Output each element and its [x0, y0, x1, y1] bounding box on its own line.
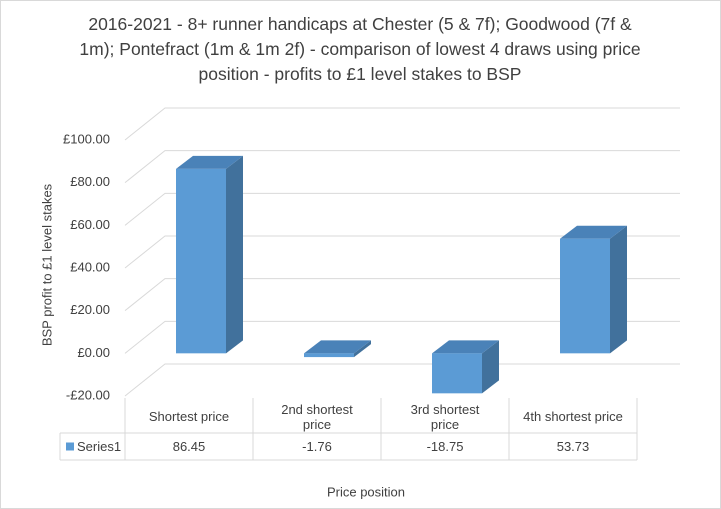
- bar-front: [304, 353, 354, 358]
- bar: [560, 225, 627, 354]
- y-tick-label: £60.00: [70, 217, 110, 232]
- bar-top: [432, 340, 499, 354]
- table-category: Shortest price: [148, 409, 230, 424]
- table-value: 86.45: [172, 439, 206, 454]
- bar-front: [176, 168, 226, 354]
- table-value: -1.76: [302, 439, 332, 454]
- y-tick-label: £80.00: [70, 174, 110, 189]
- bar-front: [560, 238, 610, 354]
- y-tick-label: £100.00: [63, 131, 110, 146]
- bar-side: [482, 340, 499, 394]
- bar: [432, 340, 499, 394]
- y-tick-label: £20.00: [70, 302, 110, 317]
- bar-side: [226, 155, 243, 354]
- bar-side: [354, 340, 371, 358]
- grid-line: [124, 235, 680, 269]
- grid-line: [124, 320, 680, 354]
- bar-top: [560, 225, 627, 239]
- x-axis-title: Price position: [327, 484, 405, 499]
- y-tick-label: £40.00: [70, 259, 110, 274]
- grid-line: [124, 363, 680, 397]
- grid-line: [124, 150, 680, 184]
- bar-top: [304, 340, 371, 354]
- bar: [304, 340, 371, 358]
- bar-top: [176, 155, 243, 169]
- bar: [176, 155, 243, 354]
- grid-line: [124, 278, 680, 312]
- grid-line: [124, 192, 680, 226]
- y-tick-label: £0.00: [77, 345, 110, 360]
- table-value: -18.75: [426, 439, 464, 454]
- legend-swatch: [66, 442, 74, 451]
- legend-label: Series1: [77, 439, 121, 454]
- table-category: 2nd shortest price: [281, 401, 353, 432]
- chart-title: 2016-2021 - 8+ runner handicaps at Chest…: [79, 14, 641, 84]
- y-axis-title: BSP profit to £1 level stakes: [39, 183, 54, 346]
- table-category: 3rd shortest price: [410, 401, 480, 432]
- bar-front: [432, 353, 482, 394]
- table-category: 4th shortest price: [523, 409, 623, 424]
- table-value: 53.73: [556, 439, 590, 454]
- bar-side: [610, 225, 627, 354]
- y-tick-label: -£20.00: [66, 387, 110, 402]
- grid-line: [124, 107, 680, 141]
